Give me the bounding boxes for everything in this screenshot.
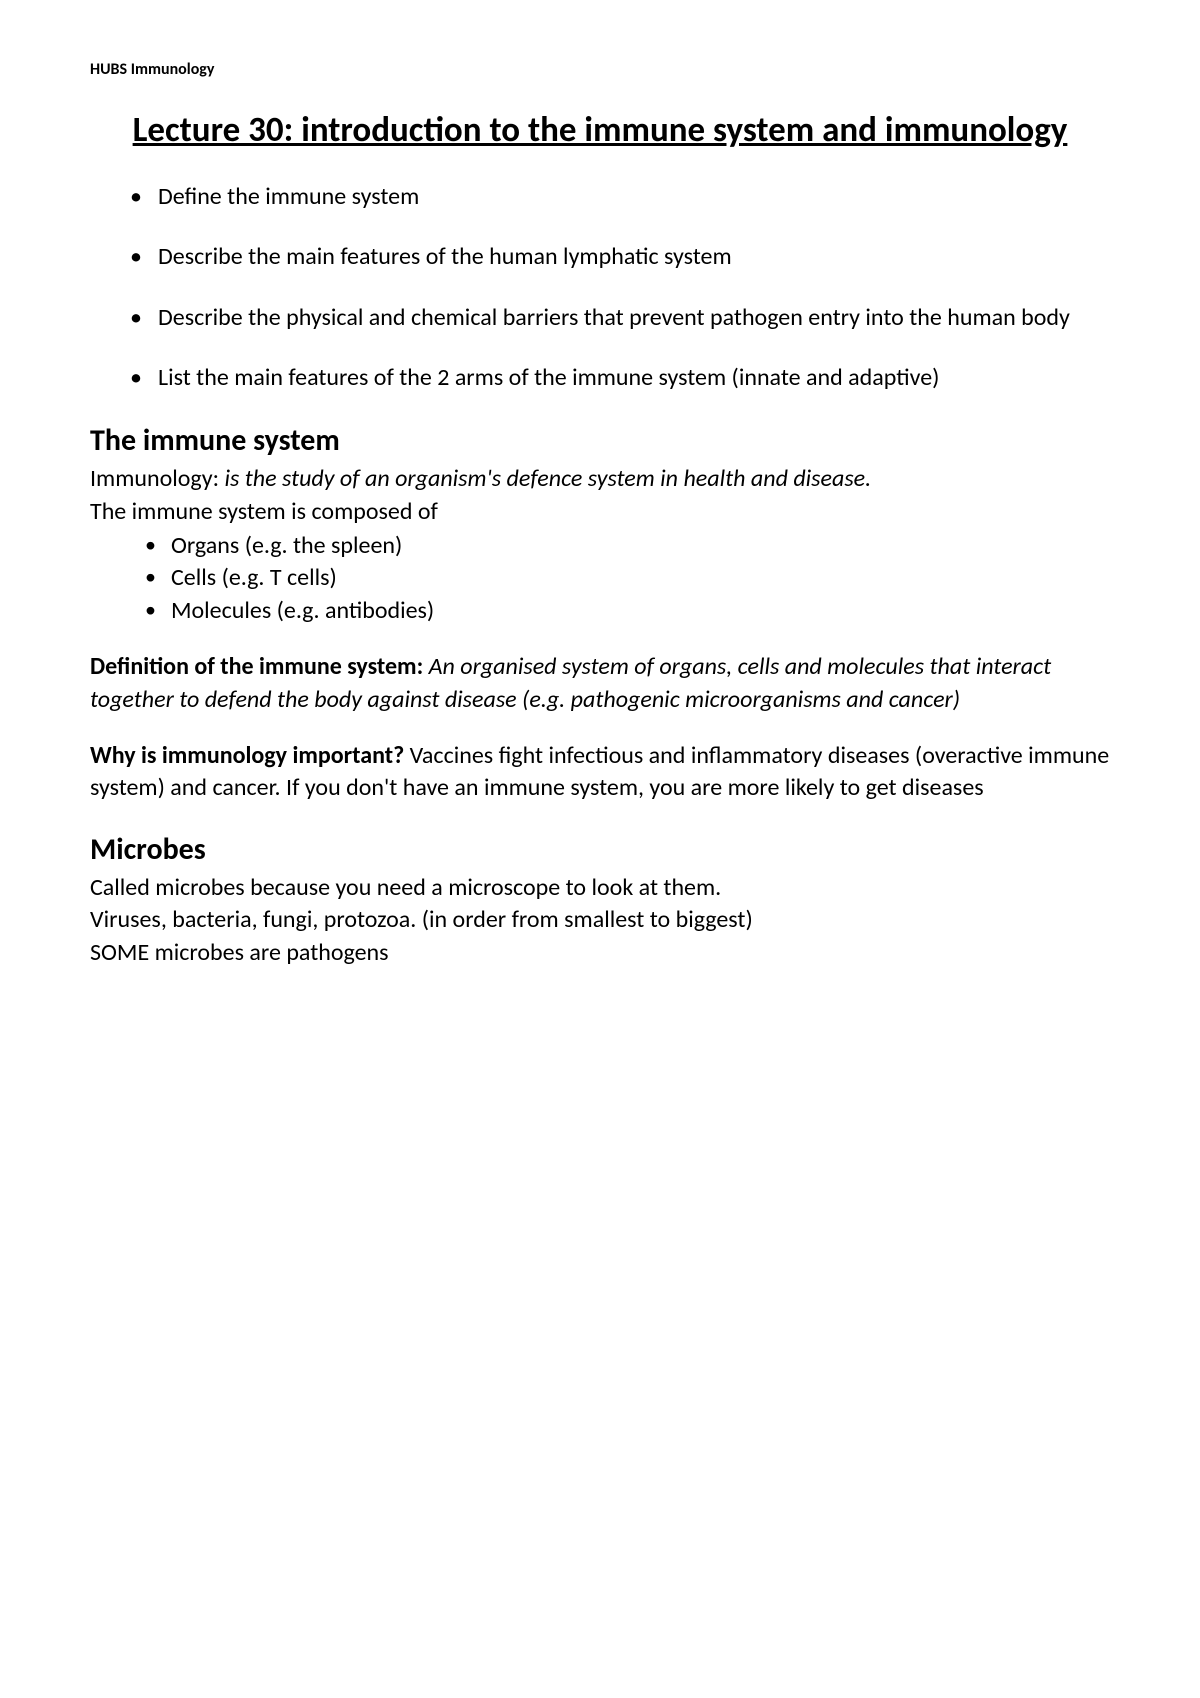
section-microbes: Microbes Called microbes because you nee… [90,831,1110,969]
microbes-line: Called microbes because you need a micro… [90,872,1110,904]
lecture-title: Lecture 30: introduction to the immune s… [90,109,1110,153]
objective-item: Describe the physical and chemical barri… [130,302,1110,334]
microbes-line: Viruses, bacteria, fungi, protozoa. (in … [90,904,1110,936]
objective-item: List the main features of the 2 arms of … [130,362,1110,394]
importance-paragraph: Why is immunology important? Vaccines fi… [90,740,1110,805]
immunology-intro: Immunology: is the study of an organism'… [90,463,1110,495]
objective-item: Describe the main features of the human … [130,241,1110,273]
importance-label: Why is immunology important? [90,741,410,770]
page-header-label: HUBS Immunology [90,60,1110,79]
objective-item: Define the immune system [130,181,1110,213]
definition-paragraph: Definition of the immune system: An orga… [90,651,1110,716]
composed-list: Organs (e.g. the spleen) Cells (e.g. T c… [90,530,1110,627]
intro-definition: is the study of an organism's defence sy… [224,464,871,493]
composed-item: Molecules (e.g. antibodies) [145,595,1110,627]
section-heading: The immune system [90,422,1110,459]
composed-item: Organs (e.g. the spleen) [145,530,1110,562]
composed-intro: The immune system is composed of [90,496,1110,528]
intro-label: Immunology: [90,464,224,493]
objectives-list: Define the immune system Describe the ma… [90,181,1110,395]
section-immune-system: The immune system Immunology: is the stu… [90,422,1110,805]
section-heading: Microbes [90,831,1110,868]
microbes-line: SOME microbes are pathogens [90,937,1110,969]
definition-label: Definition of the immune system: [90,652,429,681]
composed-item: Cells (e.g. T cells) [145,562,1110,594]
